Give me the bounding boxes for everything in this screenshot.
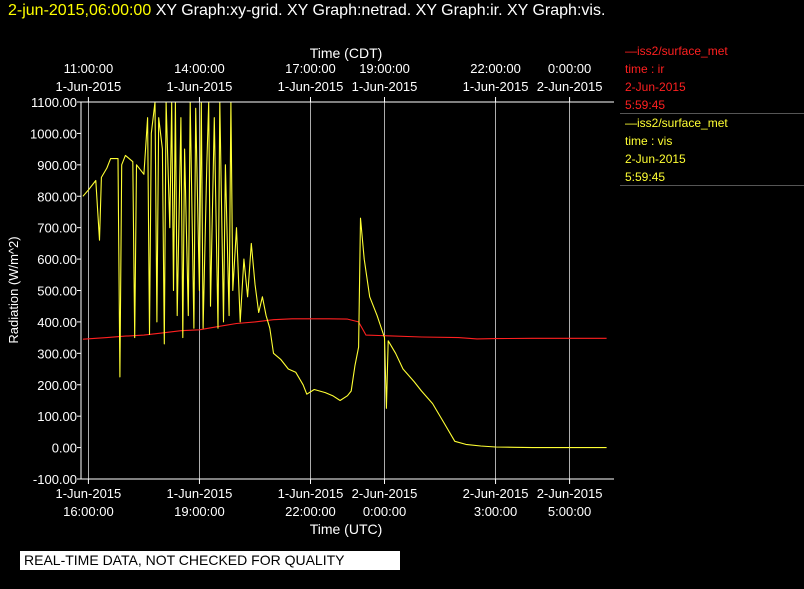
legend-vis-date: 2-Jun-2015	[625, 152, 686, 166]
y-tick-label: 400.00	[37, 315, 77, 330]
legend-entry-vis: —iss2/surface_met time : vis 2-Jun-2015 …	[620, 114, 804, 186]
y-tick-label: 100.00	[37, 409, 77, 424]
legend-ir-source: —iss2/surface_met	[625, 44, 728, 58]
top-axis-title: Time (CDT)	[310, 45, 383, 61]
legend-ir-date: 2-Jun-2015	[625, 80, 686, 94]
x-tick-label-date: 1-Jun-2015	[56, 486, 122, 501]
y-tick-label: 500.00	[37, 284, 77, 299]
top-tick-label-date: 1-Jun-2015	[463, 79, 529, 94]
legend-entry-ir: —iss2/surface_met time : ir 2-Jun-2015 5…	[620, 42, 804, 114]
x-tick-label-time: 16:00:00	[63, 504, 114, 519]
x-tick-label-date: 1-Jun-2015	[167, 486, 233, 501]
legend-vis-name: time : vis	[625, 134, 673, 148]
x-tick-label-time: 22:00:00	[285, 504, 336, 519]
top-tick-label-time: 11:00:00	[64, 61, 114, 76]
x-tick-label-date: 1-Jun-2015	[278, 486, 344, 501]
quality-warning: REAL-TIME DATA, NOT CHECKED FOR QUALITY	[20, 551, 400, 570]
y-tick-label: 800.00	[37, 189, 77, 204]
top-tick-label-date: 1-Jun-2015	[278, 79, 344, 94]
series-ir-line	[82, 318, 607, 340]
y-tick-label: 1100.00	[31, 95, 77, 110]
legend-ir-time: 5:59:45	[625, 98, 666, 112]
top-tick-label-time: 0:00:00	[548, 61, 591, 76]
axes: 1100.00 1000.00 900.00 800.00 700.00 600.00 50…	[30, 61, 614, 519]
top-tick-label-time: 19:00:00	[359, 61, 410, 76]
top-tick-label-date: 2-Jun-2015	[537, 79, 603, 94]
legend-ir-name: time : ir	[625, 62, 665, 76]
legend-vis-source: —iss2/surface_met	[625, 116, 728, 130]
graph-list: XY Graph:xy-grid. XY Graph:netrad. XY Gr…	[155, 2, 606, 19]
timestamp: 2-jun-2015,06:00:00	[8, 2, 152, 19]
y-tick-label: 600.00	[37, 252, 77, 267]
top-tick-label-date: 1-Jun-2015	[56, 79, 122, 94]
y-tick-label: -100.00	[33, 472, 77, 487]
y-tick-label: 200.00	[37, 378, 77, 393]
y-tick-label: 0.00	[52, 441, 77, 456]
top-tick-label-date: 1-Jun-2015	[167, 79, 233, 94]
window-title: 2-jun-2015,06:00:00 XY Graph:xy-grid. XY…	[8, 2, 605, 20]
series-layer	[82, 101, 607, 449]
top-tick-label-time: 22:00:00	[470, 61, 521, 76]
y-axis-title: Radiation (W/m^2)	[6, 236, 21, 343]
x-tick-label-time: 19:00:00	[174, 504, 225, 519]
top-tick-label-date: 1-Jun-2015	[352, 79, 418, 94]
y-tick-label: 700.00	[37, 221, 77, 236]
y-tick-label: 1000.00	[30, 126, 77, 141]
grid	[88, 102, 570, 479]
top-tick-label-time: 14:00:00	[174, 61, 225, 76]
x-tick-label-time: 0:00:00	[363, 504, 406, 519]
x-tick-label-time: 5:00:00	[548, 504, 591, 519]
x-tick-label-date: 2-Jun-2015	[537, 486, 603, 501]
legend-vis-time: 5:59:45	[625, 170, 666, 184]
x-axis-title: Time (UTC)	[310, 521, 383, 537]
series-vis-line	[82, 101, 607, 449]
y-tick-label: 300.00	[37, 346, 77, 361]
x-tick-label-date: 2-Jun-2015	[463, 486, 529, 501]
x-tick-label-time: 3:00:00	[474, 504, 517, 519]
x-tick-label-date: 2-Jun-2015	[352, 486, 418, 501]
top-tick-label-time: 17:00:00	[285, 61, 336, 76]
y-tick-label: 900.00	[37, 158, 77, 173]
